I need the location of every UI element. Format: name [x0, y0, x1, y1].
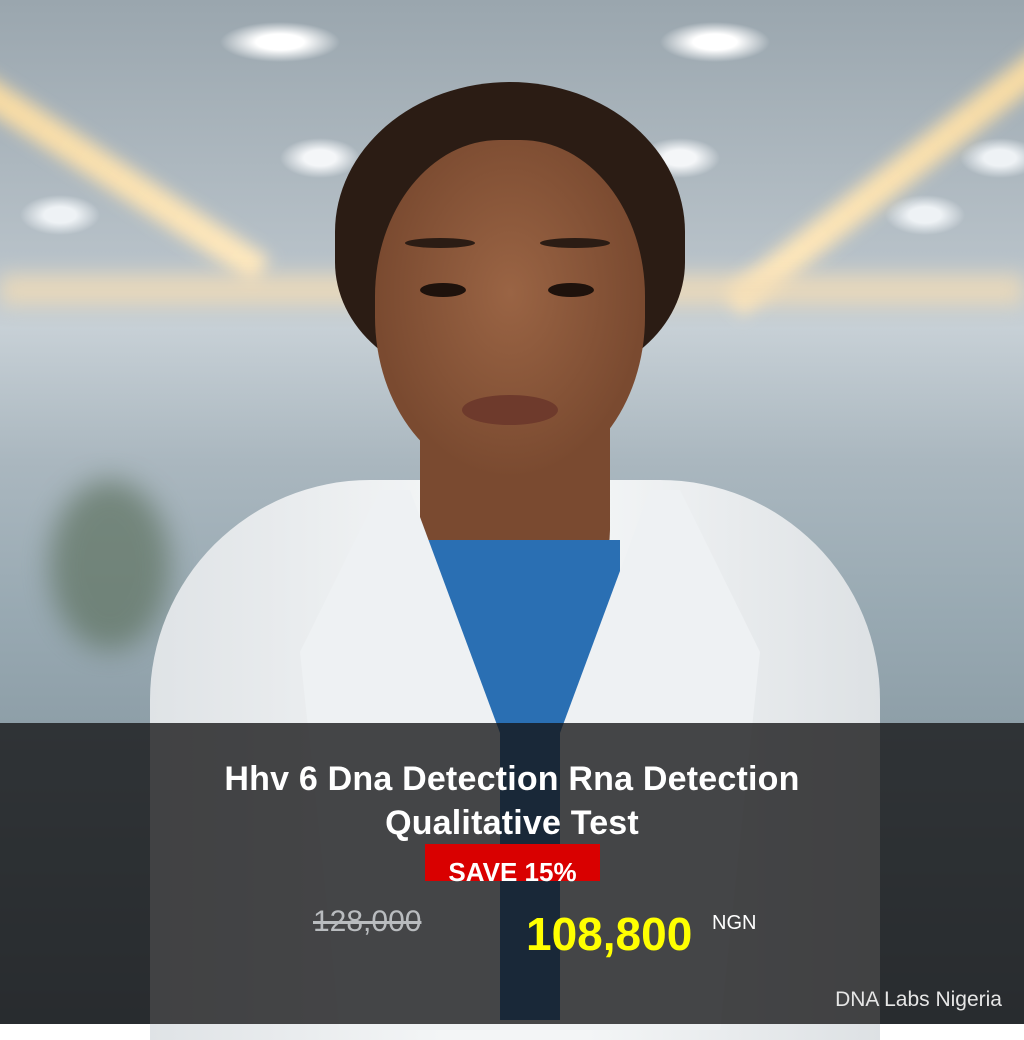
- brand-watermark: DNA Labs Nigeria: [835, 988, 1002, 1011]
- title-line-1: Hhv 6 Dna Detection Rna Detection: [224, 760, 800, 798]
- currency-label: NGN: [712, 912, 757, 934]
- sale-price: 108,800: [526, 908, 693, 960]
- eye: [548, 283, 594, 297]
- title-line-2: Qualitative Test: [385, 804, 639, 842]
- product-title: Hhv 6 Dna Detection Rna Detection Qualit…: [0, 757, 1024, 845]
- eye: [420, 283, 466, 297]
- face: [375, 140, 645, 480]
- discount-badge: [425, 844, 600, 881]
- eyebrow: [405, 238, 475, 248]
- eyebrow: [540, 238, 610, 248]
- discount-badge-text: SAVE 15%: [448, 857, 577, 887]
- original-price: 128,000: [313, 905, 422, 938]
- background-plant: [50, 480, 170, 650]
- lips: [462, 395, 558, 425]
